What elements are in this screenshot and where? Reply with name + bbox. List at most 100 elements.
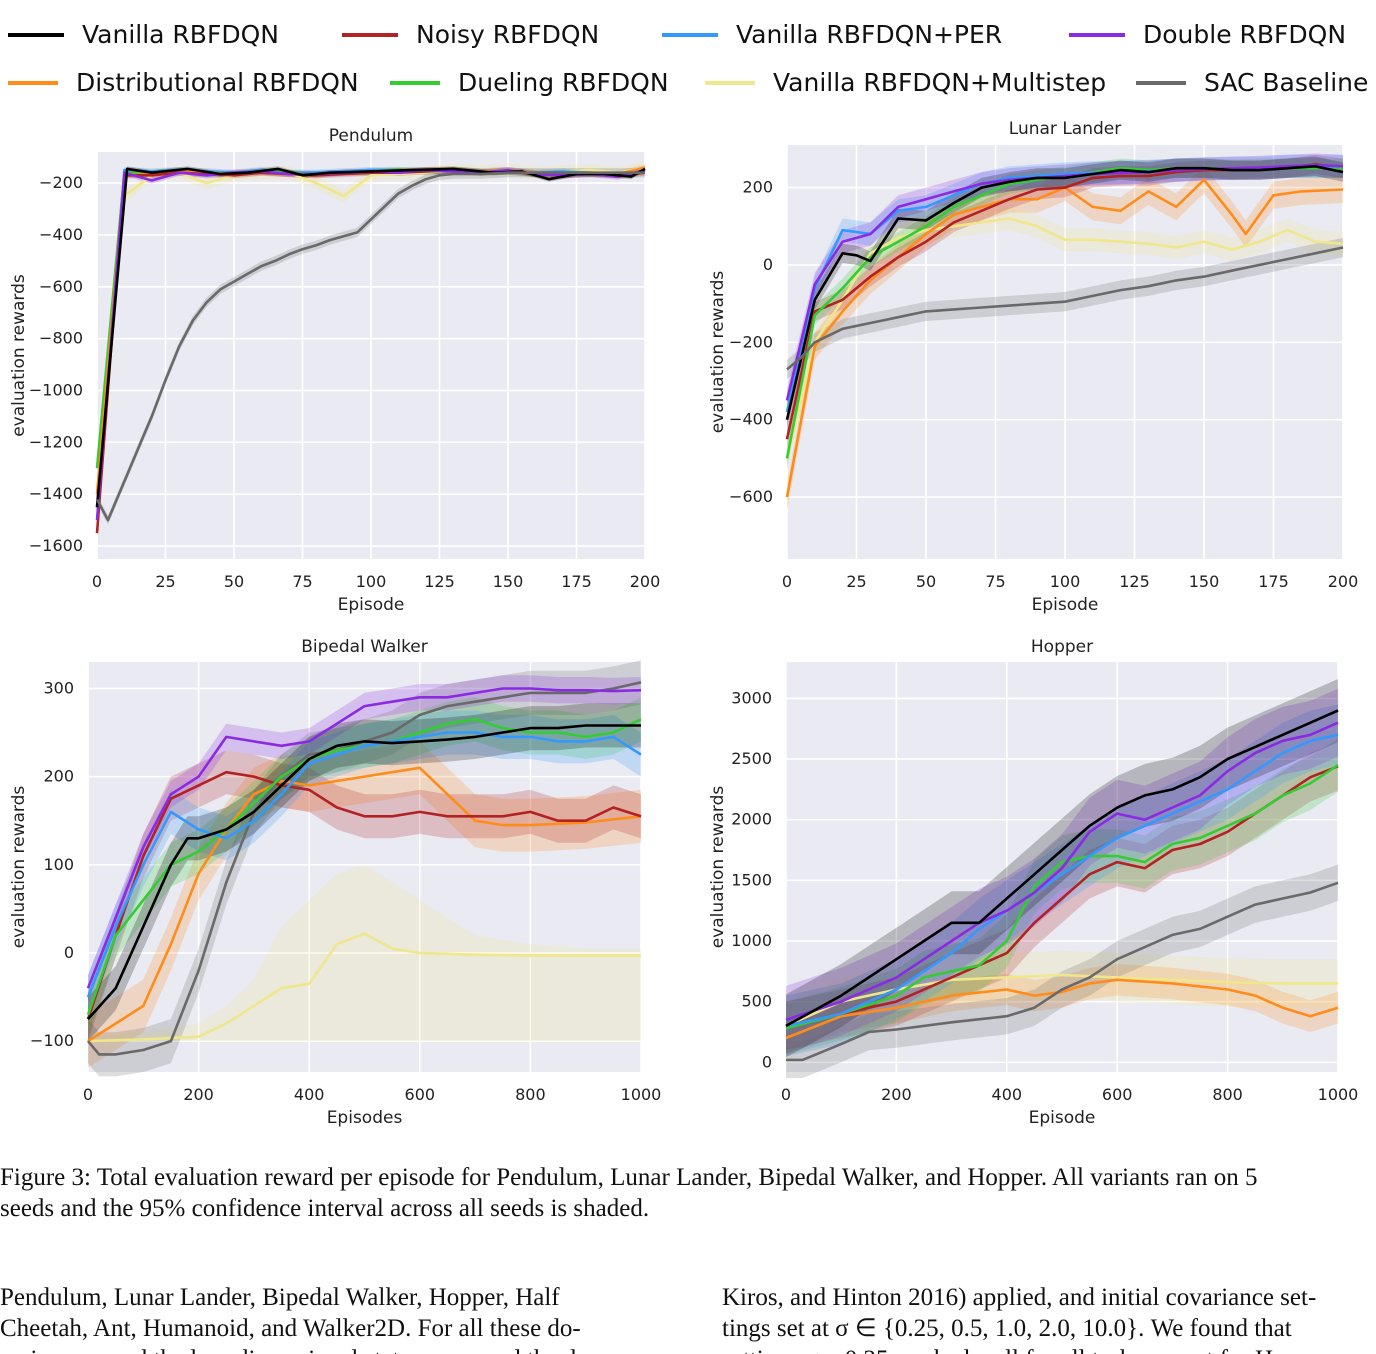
confidence-band — [88, 741, 641, 1068]
y-tick-label: 0 — [64, 943, 74, 962]
confidence-band — [88, 660, 641, 1077]
series-line — [785, 165, 1344, 420]
x-tick-label: 400 — [992, 1085, 1023, 1104]
legend-entry: SAC Baseline — [1136, 68, 1368, 97]
legend-entry: Dueling RBFDQN — [390, 68, 669, 97]
body-text-right: Kiros, and Hinton 2016) applied, and ini… — [722, 1282, 1370, 1354]
legend-label: Vanilla RBFDQN+PER — [736, 20, 1003, 49]
body-line: Kiros, and Hinton 2016) applied, and ini… — [722, 1284, 1317, 1311]
y-tick-label: 1500 — [731, 870, 772, 889]
chart-panel: 0 200 400 600 800 1000 0 500 1000 1500 2000 2500 300… — [708, 637, 1358, 1128]
y-tick-label: −200 — [729, 332, 773, 351]
x-tick-label: 600 — [405, 1085, 436, 1104]
x-tick-label: 75 — [292, 572, 312, 591]
series-line — [86, 731, 642, 998]
series-line — [785, 733, 1339, 1028]
series-line — [785, 163, 1344, 401]
confidence-band — [786, 950, 1338, 1051]
confidence-band — [88, 864, 641, 1043]
caption-line: seeds and the 95% confidence interval ac… — [0, 1195, 650, 1222]
series-line — [785, 721, 1339, 1022]
y-tick-label: −600 — [39, 277, 83, 296]
y-tick-label: 0 — [763, 255, 773, 274]
chart-title: Lunar Lander — [1009, 119, 1121, 139]
series-line — [87, 932, 641, 1043]
confidence-band — [787, 206, 1343, 470]
body-line: tings set at σ ∈ {0.25, 0.5, 1.0, 2.0, 1… — [722, 1315, 1292, 1342]
legend: Vanilla RBFDQN Noisy RBFDQN Vanilla RBFD… — [0, 0, 1376, 115]
legend-label: Distributional RBFDQN — [76, 68, 359, 97]
series-line — [785, 709, 1339, 1028]
x-axis-label: Episode — [1032, 595, 1099, 615]
x-axis-label: Episodes — [327, 1108, 403, 1128]
y-tick-label: −1000 — [29, 380, 83, 399]
confidence-band — [88, 750, 641, 1042]
series-line — [87, 681, 642, 1056]
legend-swatch — [1136, 80, 1186, 85]
y-tick-label: −1400 — [29, 484, 83, 503]
series-line — [87, 766, 642, 1043]
x-tick-label: 125 — [424, 572, 455, 591]
x-tick-label: 25 — [155, 572, 175, 591]
x-tick-label: 100 — [1050, 572, 1081, 591]
legend-swatch — [342, 32, 398, 37]
y-tick-label: 100 — [43, 855, 74, 874]
legend-swatch — [1069, 32, 1125, 37]
chart-title: Bipedal Walker — [301, 637, 428, 657]
x-tick-label: 125 — [1119, 572, 1150, 591]
x-tick-label: 1000 — [621, 1085, 662, 1104]
caption-line: Figure 3: Total evaluation reward per ep… — [0, 1164, 1258, 1191]
series-line — [786, 881, 1339, 1062]
y-tick-label: −1600 — [29, 536, 83, 555]
chart-panel: 0 25 50 75 100 125 150 175 200 −1600 −1400 −1200 −10… — [9, 126, 660, 615]
y-tick-label: 2500 — [731, 749, 772, 768]
confidence-band — [786, 688, 1338, 1054]
x-tick-label: 175 — [561, 572, 592, 591]
y-axis-label: evaluation rewards — [9, 786, 29, 949]
x-tick-label: 175 — [1258, 572, 1289, 591]
y-tick-label: −100 — [30, 1031, 74, 1050]
y-tick-label: 200 — [742, 178, 773, 197]
x-tick-label: 800 — [1212, 1085, 1243, 1104]
confidence-band — [88, 697, 641, 1037]
legend-label: Vanilla RBFDQN+Multistep — [773, 68, 1107, 97]
chart-title: Pendulum — [329, 126, 414, 146]
legend-label: SAC Baseline — [1204, 68, 1369, 97]
confidence-band — [786, 742, 1338, 1051]
series-line — [87, 724, 641, 1020]
legend-label: Double RBFDQN — [1143, 20, 1347, 49]
x-tick-label: 400 — [294, 1085, 325, 1104]
legend-label: Vanilla RBFDQN — [82, 20, 279, 49]
body-line: mains we used the low-dimensional state … — [0, 1344, 648, 1354]
series-line — [785, 978, 1339, 1040]
x-tick-label: 50 — [916, 572, 936, 591]
legend-entry: Vanilla RBFDQN+PER — [662, 20, 1002, 49]
y-tick-label: −800 — [39, 329, 83, 348]
chart-panel: 0 200 400 600 800 1000 −100 0 100 200 300 Bipedal W… — [9, 637, 661, 1128]
legend-entry: Vanilla RBFDQN+Multistep — [705, 68, 1106, 97]
series-line — [86, 770, 642, 1020]
x-axis-label: Episode — [338, 595, 405, 615]
legend-swatch — [390, 80, 440, 85]
x-axis-label: Episode — [1029, 1108, 1096, 1128]
x-tick-label: 50 — [224, 572, 244, 591]
chart-grid: 0 25 50 75 100 125 150 175 200 −1600 −1400 −1200 −10… — [9, 119, 1358, 1128]
x-tick-label: 800 — [515, 1085, 546, 1104]
x-tick-label: 200 — [881, 1085, 912, 1104]
legend-swatch — [8, 80, 58, 85]
y-tick-label: 500 — [741, 992, 772, 1011]
plot-area — [88, 662, 641, 1072]
x-tick-label: 0 — [83, 1085, 93, 1104]
confidence-band — [787, 158, 1343, 469]
x-tick-label: 75 — [985, 572, 1005, 591]
y-tick-label: −200 — [39, 173, 83, 192]
body-text-left: Pendulum, Lunar Lander, Bipedal Walker, … — [0, 1282, 648, 1354]
y-tick-label: 200 — [43, 767, 74, 786]
y-tick-label: −1200 — [29, 432, 83, 451]
body-line: Cheetah, Ant, Humanoid, and Walker2D. Fo… — [0, 1315, 581, 1342]
body-line: Pendulum, Lunar Lander, Bipedal Walker, … — [0, 1284, 560, 1311]
y-tick-label: 0 — [762, 1052, 772, 1071]
legend-entry: Double RBFDQN — [1069, 20, 1346, 49]
x-tick-label: 0 — [781, 1085, 791, 1104]
x-tick-label: 0 — [92, 572, 102, 591]
